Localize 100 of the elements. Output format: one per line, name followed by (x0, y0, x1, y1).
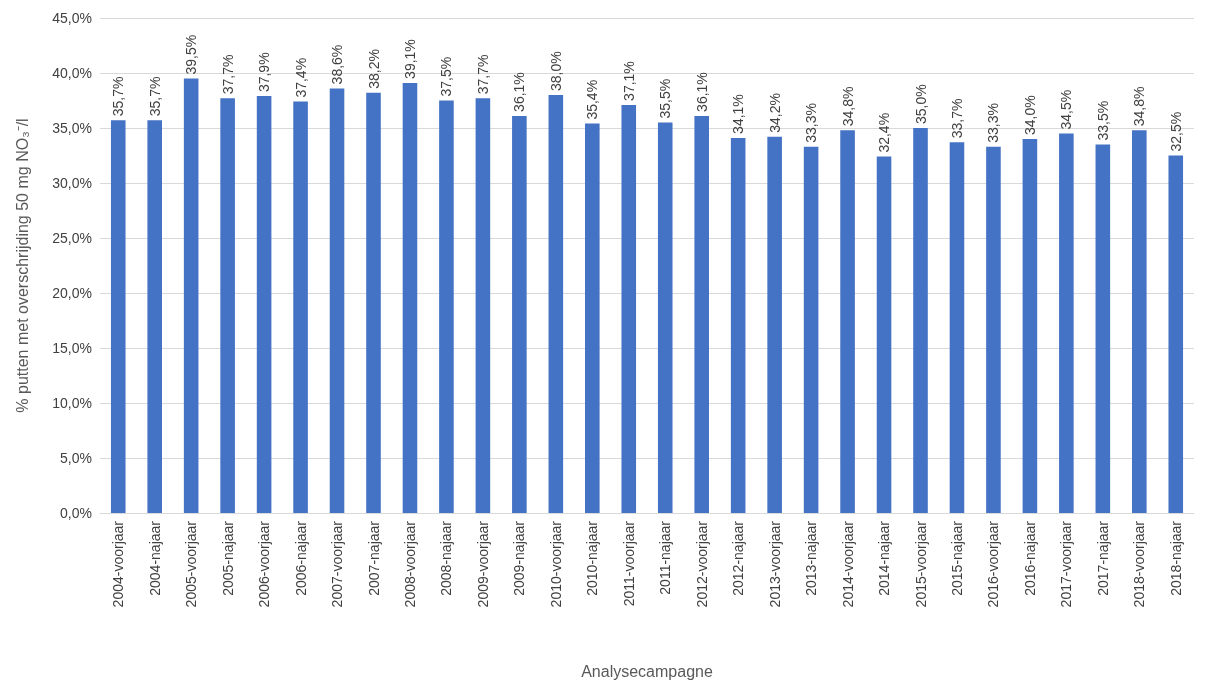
data-label: 37,5% (438, 56, 455, 97)
y-tick-label: 45,0% (52, 10, 92, 26)
x-tick-label: 2009-voorjaar (474, 520, 491, 608)
x-tick-label: 2005-voorjaar (183, 520, 200, 608)
bar (767, 136, 782, 513)
x-tick-label: 2011-voorjaar (620, 520, 637, 607)
data-label: 35,7% (110, 76, 127, 117)
data-label: 35,0% (912, 84, 929, 124)
x-tick-label: 2007-najaar (365, 520, 382, 596)
x-tick-label: 2005-najaar (219, 520, 236, 596)
data-label: 32,4% (876, 112, 893, 153)
y-tick-label: 25,0% (52, 230, 92, 246)
y-tick-label: 20,0% (52, 285, 92, 301)
data-label: 34,5% (1058, 89, 1075, 130)
data-label: 37,7% (474, 54, 491, 95)
y-axis-title: % putten met overschrijding 50 mg NO₃⁻/l (13, 118, 31, 413)
x-tick-label: 2004-najaar (146, 520, 163, 596)
bar (439, 100, 454, 513)
x-tick-label: 2010-najaar (584, 520, 601, 596)
data-label: 34,1% (730, 94, 747, 134)
bar (256, 96, 272, 513)
x-axis-title: Analysecampagne (581, 662, 713, 680)
bar (1059, 133, 1074, 513)
x-tick-label: 2007-voorjaar (329, 520, 346, 608)
x-tick-label: 2004-voorjaar (110, 520, 127, 608)
bar (329, 88, 345, 513)
y-tick-label: 40,0% (52, 65, 92, 81)
data-label: 32,5% (1167, 111, 1184, 152)
x-tick-label: 2006-voorjaar (256, 520, 273, 608)
x-tick-label: 2013-najaar (803, 520, 820, 596)
data-label: 38,2% (365, 49, 382, 89)
data-label: 35,7% (146, 76, 163, 117)
data-label: 37,4% (292, 57, 309, 98)
data-label: 33,3% (985, 103, 1002, 143)
x-tick-label: 2018-najaar (1167, 520, 1184, 596)
data-label: 35,5% (657, 78, 674, 119)
bar (220, 98, 235, 513)
bar (402, 82, 418, 513)
x-tick-label: 2014-najaar (876, 520, 893, 596)
data-label: 39,1% (401, 39, 418, 79)
bar (840, 130, 855, 513)
x-tick-label: 2017-najaar (1094, 520, 1111, 596)
data-label: 37,9% (256, 52, 273, 93)
data-label: 38,6% (329, 44, 346, 85)
bar (366, 92, 381, 513)
data-label: 33,7% (948, 98, 965, 139)
y-tick-label: 35,0% (52, 120, 92, 136)
x-tick-label: 2009-najaar (511, 520, 528, 596)
x-tick-label: 2011-najaar (657, 520, 674, 595)
bar (585, 123, 600, 513)
x-tick-label: 2012-najaar (730, 520, 747, 596)
bar (803, 146, 819, 513)
data-label: 36,1% (511, 72, 528, 112)
bar (512, 115, 527, 513)
data-label: 38,0% (547, 51, 564, 91)
bar (147, 120, 162, 513)
data-label: 33,5% (1094, 100, 1111, 141)
bar (913, 128, 928, 513)
bar (621, 104, 637, 513)
bar (694, 115, 709, 513)
data-label: 37,7% (219, 54, 236, 95)
x-tick-label: 2013-voorjaar (766, 520, 783, 608)
x-tick-label: 2008-voorjaar (401, 520, 418, 608)
data-label: 34,8% (1131, 86, 1148, 127)
y-tick-label: 0,0% (60, 505, 92, 521)
x-tick-label: 2016-voorjaar (985, 520, 1002, 608)
bar (657, 122, 673, 513)
x-tick-label: 2018-voorjaar (1131, 520, 1148, 608)
y-tick-label: 15,0% (52, 340, 92, 356)
data-label: 35,4% (584, 79, 601, 120)
data-label: 36,1% (693, 72, 710, 112)
y-tick-label: 30,0% (52, 175, 92, 191)
data-label: 34,0% (1021, 95, 1038, 135)
x-tick-label: 2017-voorjaar (1058, 520, 1075, 608)
x-tick-label: 2010-voorjaar (547, 520, 564, 608)
x-tick-label: 2008-najaar (438, 520, 455, 596)
bar (876, 156, 892, 513)
x-tick-label: 2012-voorjaar (693, 520, 710, 608)
bar (1095, 144, 1111, 513)
x-tick-label: 2015-najaar (948, 520, 965, 596)
data-label: 34,2% (766, 93, 783, 133)
x-tick-label: 2014-voorjaar (839, 520, 856, 608)
bar (949, 142, 965, 513)
bar (1022, 139, 1038, 513)
data-label: 37,1% (620, 61, 637, 101)
x-tick-label: 2016-najaar (1021, 520, 1038, 596)
x-tick-label: 2015-voorjaar (912, 520, 929, 608)
bar (1168, 155, 1184, 513)
bar (183, 78, 199, 513)
data-label: 34,8% (839, 86, 856, 127)
bar (986, 146, 1001, 513)
bar (1132, 130, 1147, 513)
data-label: 33,3% (803, 103, 820, 143)
bar (293, 101, 308, 513)
bar (730, 137, 746, 513)
y-tick-label: 5,0% (60, 450, 92, 466)
bar (110, 120, 126, 513)
bar (475, 98, 491, 513)
y-tick-label: 10,0% (52, 395, 92, 411)
x-tick-label: 2006-najaar (292, 520, 309, 596)
